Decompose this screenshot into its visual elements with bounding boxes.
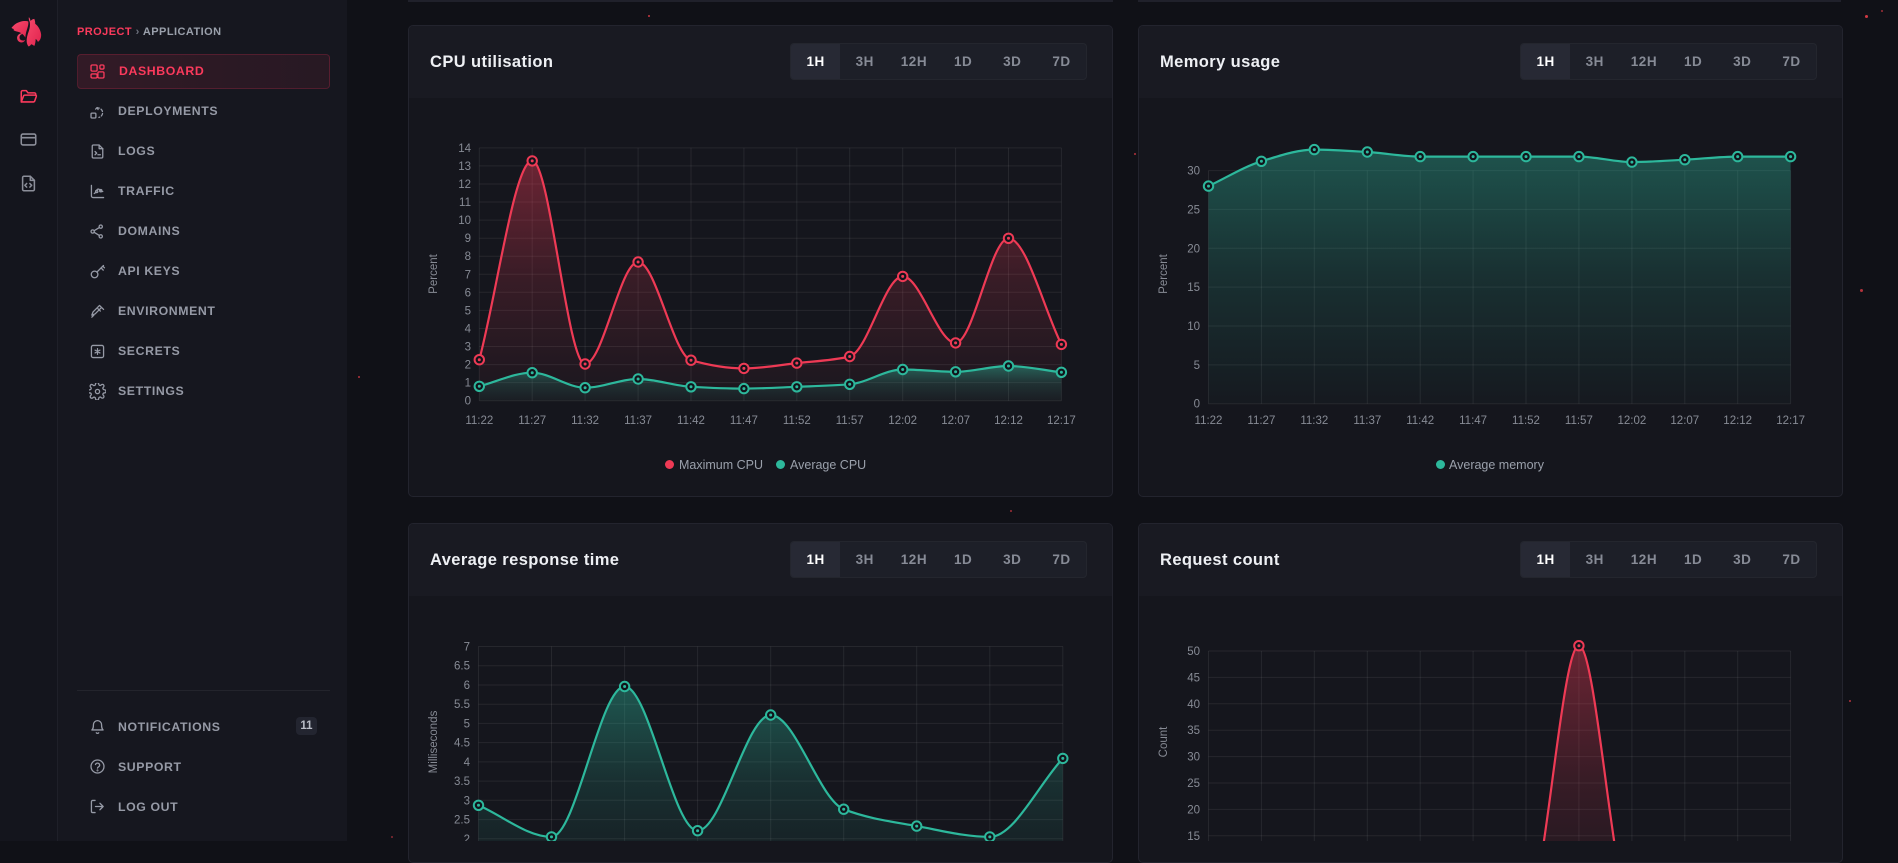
- svg-text:12:17: 12:17: [1776, 415, 1805, 427]
- svg-text:0: 0: [465, 396, 471, 408]
- svg-text:50: 50: [1187, 646, 1200, 658]
- svg-text:20: 20: [1187, 243, 1200, 255]
- svg-text:11:32: 11:32: [1300, 415, 1328, 427]
- svg-text:6: 6: [465, 287, 471, 299]
- svg-text:2: 2: [465, 360, 471, 372]
- svg-text:Milliseconds: Milliseconds: [428, 710, 440, 773]
- svg-text:11:22: 11:22: [1195, 415, 1223, 427]
- svg-text:11:47: 11:47: [1459, 415, 1487, 427]
- svg-text:30: 30: [1187, 166, 1200, 178]
- svg-text:25: 25: [1187, 204, 1200, 216]
- svg-text:Percent: Percent: [428, 253, 440, 293]
- svg-text:11: 11: [459, 197, 471, 209]
- svg-text:1: 1: [465, 378, 471, 390]
- svg-text:3.5: 3.5: [454, 776, 470, 788]
- svg-text:12:17: 12:17: [1047, 415, 1076, 427]
- svg-text:5.5: 5.5: [454, 699, 470, 711]
- svg-text:10: 10: [458, 215, 471, 227]
- svg-text:3: 3: [464, 795, 470, 807]
- svg-text:11:47: 11:47: [730, 415, 758, 427]
- svg-text:20: 20: [1187, 804, 1200, 816]
- svg-text:15: 15: [1187, 282, 1200, 294]
- svg-text:30: 30: [1187, 752, 1200, 764]
- svg-text:9: 9: [465, 233, 471, 245]
- svg-text:2.5: 2.5: [454, 815, 470, 827]
- svg-text:12:12: 12:12: [994, 415, 1023, 427]
- svg-text:12:07: 12:07: [941, 415, 970, 427]
- svg-text:11:57: 11:57: [836, 415, 864, 427]
- svg-text:11:52: 11:52: [783, 415, 811, 427]
- svg-text:12: 12: [458, 179, 471, 191]
- svg-text:11:42: 11:42: [1406, 415, 1434, 427]
- svg-text:12:02: 12:02: [1618, 415, 1647, 427]
- svg-text:11:37: 11:37: [1353, 415, 1381, 427]
- svg-text:3: 3: [465, 342, 471, 354]
- svg-text:11:32: 11:32: [571, 415, 599, 427]
- svg-text:11:57: 11:57: [1565, 415, 1593, 427]
- svg-text:25: 25: [1187, 778, 1200, 790]
- svg-text:0: 0: [1194, 399, 1200, 411]
- svg-text:8: 8: [465, 251, 471, 263]
- svg-text:11:22: 11:22: [465, 415, 493, 427]
- svg-text:11:27: 11:27: [1247, 415, 1275, 427]
- svg-text:11:27: 11:27: [518, 415, 546, 427]
- svg-text:11:37: 11:37: [624, 415, 652, 427]
- svg-text:35: 35: [1187, 725, 1200, 737]
- svg-text:Count: Count: [1158, 726, 1170, 757]
- svg-text:6.5: 6.5: [454, 661, 470, 673]
- svg-text:Percent: Percent: [1158, 253, 1170, 293]
- svg-text:11:42: 11:42: [677, 415, 705, 427]
- svg-text:14: 14: [458, 143, 471, 155]
- svg-text:5: 5: [1194, 360, 1200, 372]
- svg-text:11:52: 11:52: [1512, 415, 1540, 427]
- svg-text:40: 40: [1187, 699, 1200, 711]
- svg-text:45: 45: [1187, 672, 1200, 684]
- svg-text:5: 5: [464, 718, 470, 730]
- svg-text:12:12: 12:12: [1723, 415, 1752, 427]
- svg-text:4.5: 4.5: [454, 738, 470, 750]
- svg-text:15: 15: [1187, 831, 1200, 841]
- svg-text:12:07: 12:07: [1670, 415, 1699, 427]
- svg-text:2: 2: [464, 834, 470, 841]
- svg-text:4: 4: [465, 324, 472, 336]
- svg-text:7: 7: [465, 269, 471, 281]
- svg-text:13: 13: [458, 161, 471, 173]
- svg-text:12:02: 12:02: [888, 415, 917, 427]
- svg-text:4: 4: [464, 757, 471, 769]
- svg-text:10: 10: [1187, 321, 1200, 333]
- svg-text:6: 6: [464, 680, 470, 692]
- svg-text:5: 5: [465, 305, 471, 317]
- svg-text:7: 7: [464, 642, 470, 654]
